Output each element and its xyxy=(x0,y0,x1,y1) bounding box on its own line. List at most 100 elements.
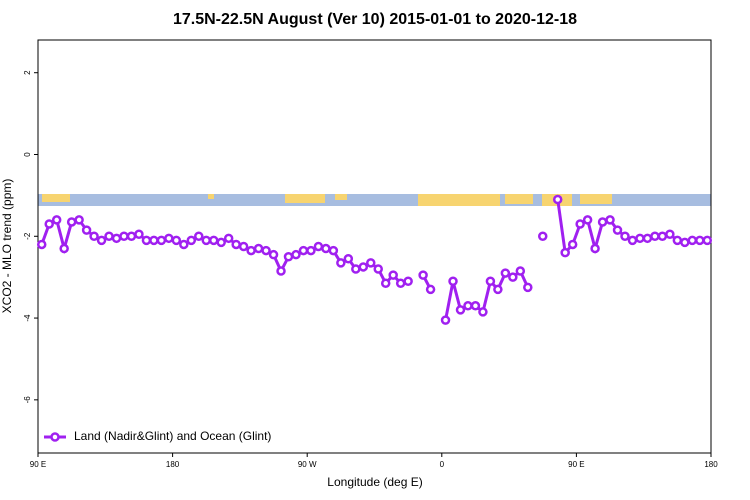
data-point xyxy=(493,284,503,295)
data-point xyxy=(627,235,638,246)
data-point xyxy=(208,235,219,246)
data-point xyxy=(575,219,585,229)
data-point xyxy=(687,235,698,246)
data-point xyxy=(515,266,526,276)
data-point xyxy=(560,247,570,258)
y-tick-label: 0 xyxy=(23,152,32,157)
x-tick-label: 90 E xyxy=(30,460,46,469)
data-point xyxy=(590,243,600,254)
data-point xyxy=(186,235,197,246)
data-point xyxy=(89,231,99,242)
data-point xyxy=(149,235,159,246)
data-point xyxy=(605,215,615,225)
data-point xyxy=(455,305,466,315)
data-point xyxy=(194,231,204,242)
land-ocean-strip xyxy=(38,194,711,206)
data-point xyxy=(328,245,339,256)
data-point xyxy=(485,276,496,287)
y-tick-label: -2 xyxy=(23,232,32,240)
data-point xyxy=(246,245,256,256)
data-point xyxy=(59,243,69,254)
data-point xyxy=(351,264,361,274)
data-point xyxy=(156,235,167,246)
data-point xyxy=(104,231,114,242)
data-point xyxy=(657,231,668,242)
data-point xyxy=(695,235,705,246)
data-point xyxy=(523,282,533,293)
data-point xyxy=(500,268,511,278)
data-point xyxy=(358,262,369,272)
data-point xyxy=(508,272,518,282)
y-axis-label: XCO2 - MLO trend (ppm) xyxy=(0,179,14,314)
data-point xyxy=(612,225,623,235)
data-point xyxy=(74,215,84,225)
data-point xyxy=(216,237,226,248)
data-point xyxy=(440,315,451,325)
data-point xyxy=(642,233,653,244)
y-tick-label: -4 xyxy=(23,314,32,322)
data-point xyxy=(650,231,660,242)
data-point xyxy=(680,237,690,248)
data-point xyxy=(298,245,309,256)
data-point xyxy=(253,243,264,254)
data-point xyxy=(171,235,182,246)
data-point xyxy=(567,239,578,250)
x-tick-label: 0 xyxy=(440,460,445,469)
data-point xyxy=(111,233,122,244)
data-point xyxy=(261,245,271,256)
data-point xyxy=(306,245,316,256)
data-point xyxy=(276,266,286,276)
data-point xyxy=(425,284,436,295)
data-point xyxy=(418,270,428,280)
x-tick-label: 90 W xyxy=(298,460,317,469)
legend-marker xyxy=(50,432,60,442)
plot-frame xyxy=(37,39,712,454)
data-point xyxy=(96,235,107,246)
data-point xyxy=(366,258,376,268)
data-point xyxy=(343,254,354,264)
x-tick-label: 90 E xyxy=(568,460,584,469)
x-axis-label: Longitude (deg E) xyxy=(327,475,422,489)
data-point xyxy=(51,215,62,225)
data-point xyxy=(268,249,279,260)
data-point xyxy=(582,215,593,225)
data-point xyxy=(66,217,77,227)
data-point xyxy=(597,217,608,227)
data-point xyxy=(164,233,174,244)
data-point xyxy=(478,307,488,317)
x-tick-label: 180 xyxy=(166,460,180,469)
data-point xyxy=(448,276,458,287)
data-point xyxy=(134,229,144,239)
data-point xyxy=(231,239,241,250)
data-point xyxy=(291,249,301,260)
chart-title: 17.5N-22.5N August (Ver 10) 2015-01-01 t… xyxy=(173,11,577,28)
data-point xyxy=(373,264,383,274)
data-point xyxy=(141,235,152,246)
data-point xyxy=(635,233,645,244)
data-point xyxy=(470,301,481,311)
data-point xyxy=(463,301,473,311)
y-tick-label: -6 xyxy=(23,396,32,404)
data-point xyxy=(81,225,92,235)
data-point xyxy=(36,239,47,250)
data-point xyxy=(336,258,346,268)
data-point xyxy=(238,241,249,252)
data-point xyxy=(119,231,129,242)
data-point xyxy=(552,194,563,205)
y-tick-label: 2 xyxy=(23,70,32,75)
data-point xyxy=(620,231,630,242)
data-point xyxy=(321,243,331,254)
data-point xyxy=(44,219,54,229)
data-point xyxy=(665,229,675,239)
data-point xyxy=(403,276,413,287)
data-point xyxy=(538,231,548,242)
data-point xyxy=(283,251,294,262)
data-point xyxy=(702,235,713,246)
data-point xyxy=(395,278,406,289)
data-point xyxy=(223,233,234,244)
data-point xyxy=(388,270,398,280)
data-point xyxy=(313,241,324,252)
data-point xyxy=(201,235,211,246)
x-tick-label: 180 xyxy=(704,460,718,469)
